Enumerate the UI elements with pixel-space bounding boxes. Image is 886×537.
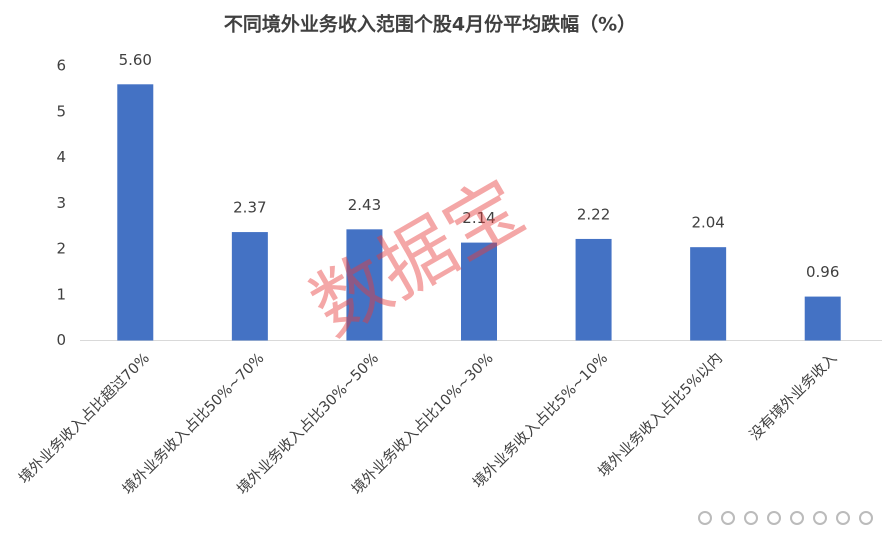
value-label: 2.22 xyxy=(577,205,610,223)
value-label: 2.43 xyxy=(348,196,381,214)
value-label: 0.96 xyxy=(806,263,839,281)
bar xyxy=(117,84,154,341)
bar xyxy=(804,296,841,341)
bar xyxy=(690,247,727,341)
bar xyxy=(346,229,383,341)
y-tick-label: 1 xyxy=(56,285,66,303)
y-tick-label: 0 xyxy=(56,331,66,349)
value-label: 2.04 xyxy=(691,214,724,232)
y-tick-label: 2 xyxy=(56,240,66,258)
bar xyxy=(231,232,268,341)
value-label: 5.60 xyxy=(119,51,152,69)
y-tick-label: 3 xyxy=(56,194,66,212)
more-dots xyxy=(698,511,873,525)
y-tick-label: 4 xyxy=(56,148,66,166)
y-tick-label: 5 xyxy=(56,102,66,120)
y-tick-label: 6 xyxy=(56,57,66,75)
bar xyxy=(461,242,497,341)
value-label: 2.37 xyxy=(233,199,266,217)
value-label: 2.14 xyxy=(462,209,495,227)
bar xyxy=(575,238,612,341)
chart-title: 不同境外业务收入范围个股4月份平均跌幅（%） xyxy=(224,13,636,36)
more-button[interactable] xyxy=(692,505,878,531)
more-icon[interactable] xyxy=(692,505,878,531)
